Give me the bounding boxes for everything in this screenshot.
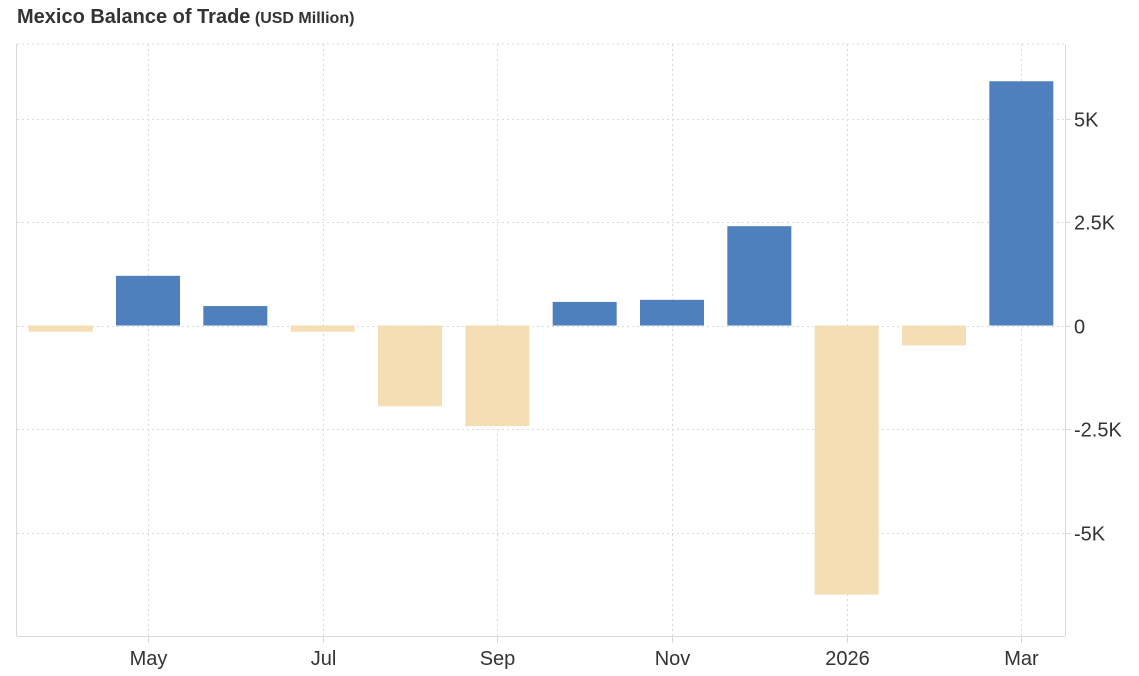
- bar-mar: [989, 81, 1054, 326]
- x-tick-label: Mar: [1004, 648, 1039, 670]
- bar-sep: [465, 325, 530, 427]
- bar-2026: [814, 325, 879, 595]
- chart-axes: [16, 44, 1071, 643]
- bar-may: [116, 275, 180, 326]
- y-tick-label: 2.5K: [1074, 213, 1116, 235]
- bar-nov: [640, 299, 704, 326]
- bar-jun: [203, 306, 268, 326]
- y-tick-label: 0: [1074, 317, 1085, 339]
- x-tick-label: 2026: [825, 648, 870, 670]
- bar-aug: [378, 325, 442, 407]
- x-tick-label: Nov: [655, 648, 691, 670]
- bar-jul: [290, 325, 355, 332]
- chart-title-unit: (USD Million): [254, 10, 355, 27]
- x-tick-label: Jul: [311, 648, 337, 670]
- y-tick-label: 5K: [1074, 110, 1099, 132]
- x-tick-label: May: [130, 648, 168, 670]
- bar-apr: [28, 325, 93, 332]
- bar-feb: [902, 325, 966, 346]
- chart-title: Mexico Balance of Trade (USD Million): [17, 6, 354, 29]
- bar-dec: [727, 226, 792, 326]
- bar-oct: [552, 301, 617, 326]
- y-tick-label: -2.5K: [1074, 420, 1122, 442]
- chart-tick-labels: -5K -2.5K 0 2.5K 5K May Jul Sep Nov 2026 Mar: [130, 110, 1123, 671]
- y-tick-label: -5K: [1074, 524, 1106, 546]
- chart-title-main: Mexico Balance of Trade: [17, 6, 251, 28]
- chart-bars: [28, 81, 1054, 595]
- x-tick-label: Sep: [480, 648, 516, 670]
